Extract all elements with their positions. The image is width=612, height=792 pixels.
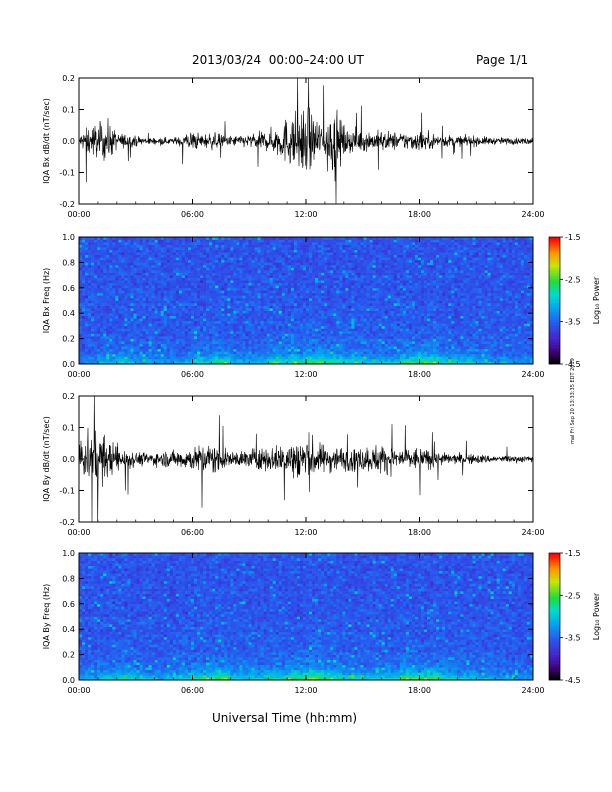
- x-tick-label-3-0: 00:00: [67, 686, 90, 695]
- x-tick-label-0-4: 24:00: [521, 210, 544, 219]
- y-tick-label-2-1: -0.1: [59, 487, 75, 496]
- x-tick-label-1-3: 18:00: [408, 370, 431, 379]
- page-number: Page 1/1: [476, 53, 529, 67]
- y-tick-label-1-5: 1.0: [62, 233, 75, 242]
- x-tick-label-3-4: 24:00: [521, 686, 544, 695]
- y-tick-label-0-2: 0.0: [62, 137, 75, 146]
- x-tick-label-2-1: 06:00: [181, 528, 204, 537]
- y-axis-label-3: IQA By Freq (Hz): [42, 584, 51, 650]
- colorbar-tick-label-3-1: -2.5: [565, 591, 581, 600]
- waveform-trace-0: [78, 77, 534, 205]
- x-tick-label-2-4: 24:00: [521, 528, 544, 537]
- y-tick-label-3-3: 0.6: [62, 600, 75, 609]
- y-axis-label-0: IQA Bx dB/dt (nT/sec): [42, 98, 51, 184]
- y-tick-label-2-0: -0.2: [59, 518, 75, 527]
- y-tick-label-2-4: 0.2: [62, 392, 75, 401]
- x-tick-label-0-0: 00:00: [67, 210, 90, 219]
- spectrogram-image-3: [79, 553, 534, 681]
- colorbar-3: [549, 553, 560, 681]
- x-axis-label: Universal Time (hh:mm): [212, 711, 358, 725]
- y-tick-label-3-5: 1.0: [62, 549, 75, 558]
- y-tick-label-1-0: 0.0: [62, 360, 75, 369]
- colorbar-1: [549, 237, 560, 365]
- y-tick-label-1-4: 0.8: [62, 258, 75, 267]
- y-tick-label-3-2: 0.4: [62, 625, 75, 634]
- y-tick-label-2-2: 0.0: [62, 455, 75, 464]
- colorbar-tick-label-1-0: -1.5: [565, 233, 581, 242]
- y-tick-label-3-1: 0.2: [62, 651, 75, 660]
- y-tick-label-0-4: 0.2: [62, 74, 75, 83]
- x-tick-label-2-3: 18:00: [408, 528, 431, 537]
- colorbar-tick-label-1-3: -4.5: [565, 360, 581, 369]
- x-tick-label-1-2: 12:00: [294, 370, 317, 379]
- colorbar-tick-label-1-1: -2.5: [565, 275, 581, 284]
- x-tick-label-0-3: 18:00: [408, 210, 431, 219]
- x-tick-label-2-2: 12:00: [294, 528, 317, 537]
- x-tick-label-3-1: 06:00: [181, 686, 204, 695]
- x-tick-label-1-1: 06:00: [181, 370, 204, 379]
- page-title: 2013/03/24 00:00–24:00 UT: [192, 53, 364, 67]
- x-tick-label-3-2: 12:00: [294, 686, 317, 695]
- x-tick-label-3-3: 18:00: [408, 686, 431, 695]
- colorbar-tick-label-3-0: -1.5: [565, 549, 581, 558]
- y-tick-label-1-3: 0.6: [62, 284, 75, 293]
- y-tick-label-0-3: 0.1: [62, 106, 75, 115]
- generation-note: mal Fri Sep 20 13:33:35 EDT 2019: [570, 358, 576, 444]
- x-tick-label-0-2: 12:00: [294, 210, 317, 219]
- y-tick-label-0-1: -0.1: [59, 169, 75, 178]
- colorbar-tick-label-1-2: -3.5: [565, 318, 581, 327]
- x-tick-label-1-0: 00:00: [67, 370, 90, 379]
- colorbar-tick-label-3-3: -4.5: [565, 676, 581, 685]
- y-tick-label-1-2: 0.4: [62, 309, 75, 318]
- colorbar-frame-3: [548, 552, 561, 681]
- y-axis-label-1: IQA Bx Freq (Hz): [42, 268, 51, 334]
- colorbar-label-1: Log₁₀ Power: [592, 276, 601, 324]
- y-axis-label-2: IQA By dB/dt (nT/sec): [42, 416, 51, 502]
- y-tick-label-1-1: 0.2: [62, 335, 75, 344]
- colorbar-label-3: Log₁₀ Power: [592, 592, 601, 640]
- spectrogram-image-1: [79, 237, 534, 365]
- y-tick-label-0-0: -0.2: [59, 200, 75, 209]
- colorbar-frame-1: [548, 236, 561, 365]
- y-tick-label-3-4: 0.8: [62, 574, 75, 583]
- colorbar-tick-label-3-2: -3.5: [565, 634, 581, 643]
- x-tick-label-2-0: 00:00: [67, 528, 90, 537]
- x-tick-label-0-1: 06:00: [181, 210, 204, 219]
- x-tick-label-1-4: 24:00: [521, 370, 544, 379]
- y-tick-label-3-0: 0.0: [62, 676, 75, 685]
- waveform-trace-2: [78, 395, 534, 523]
- y-tick-label-2-3: 0.1: [62, 424, 75, 433]
